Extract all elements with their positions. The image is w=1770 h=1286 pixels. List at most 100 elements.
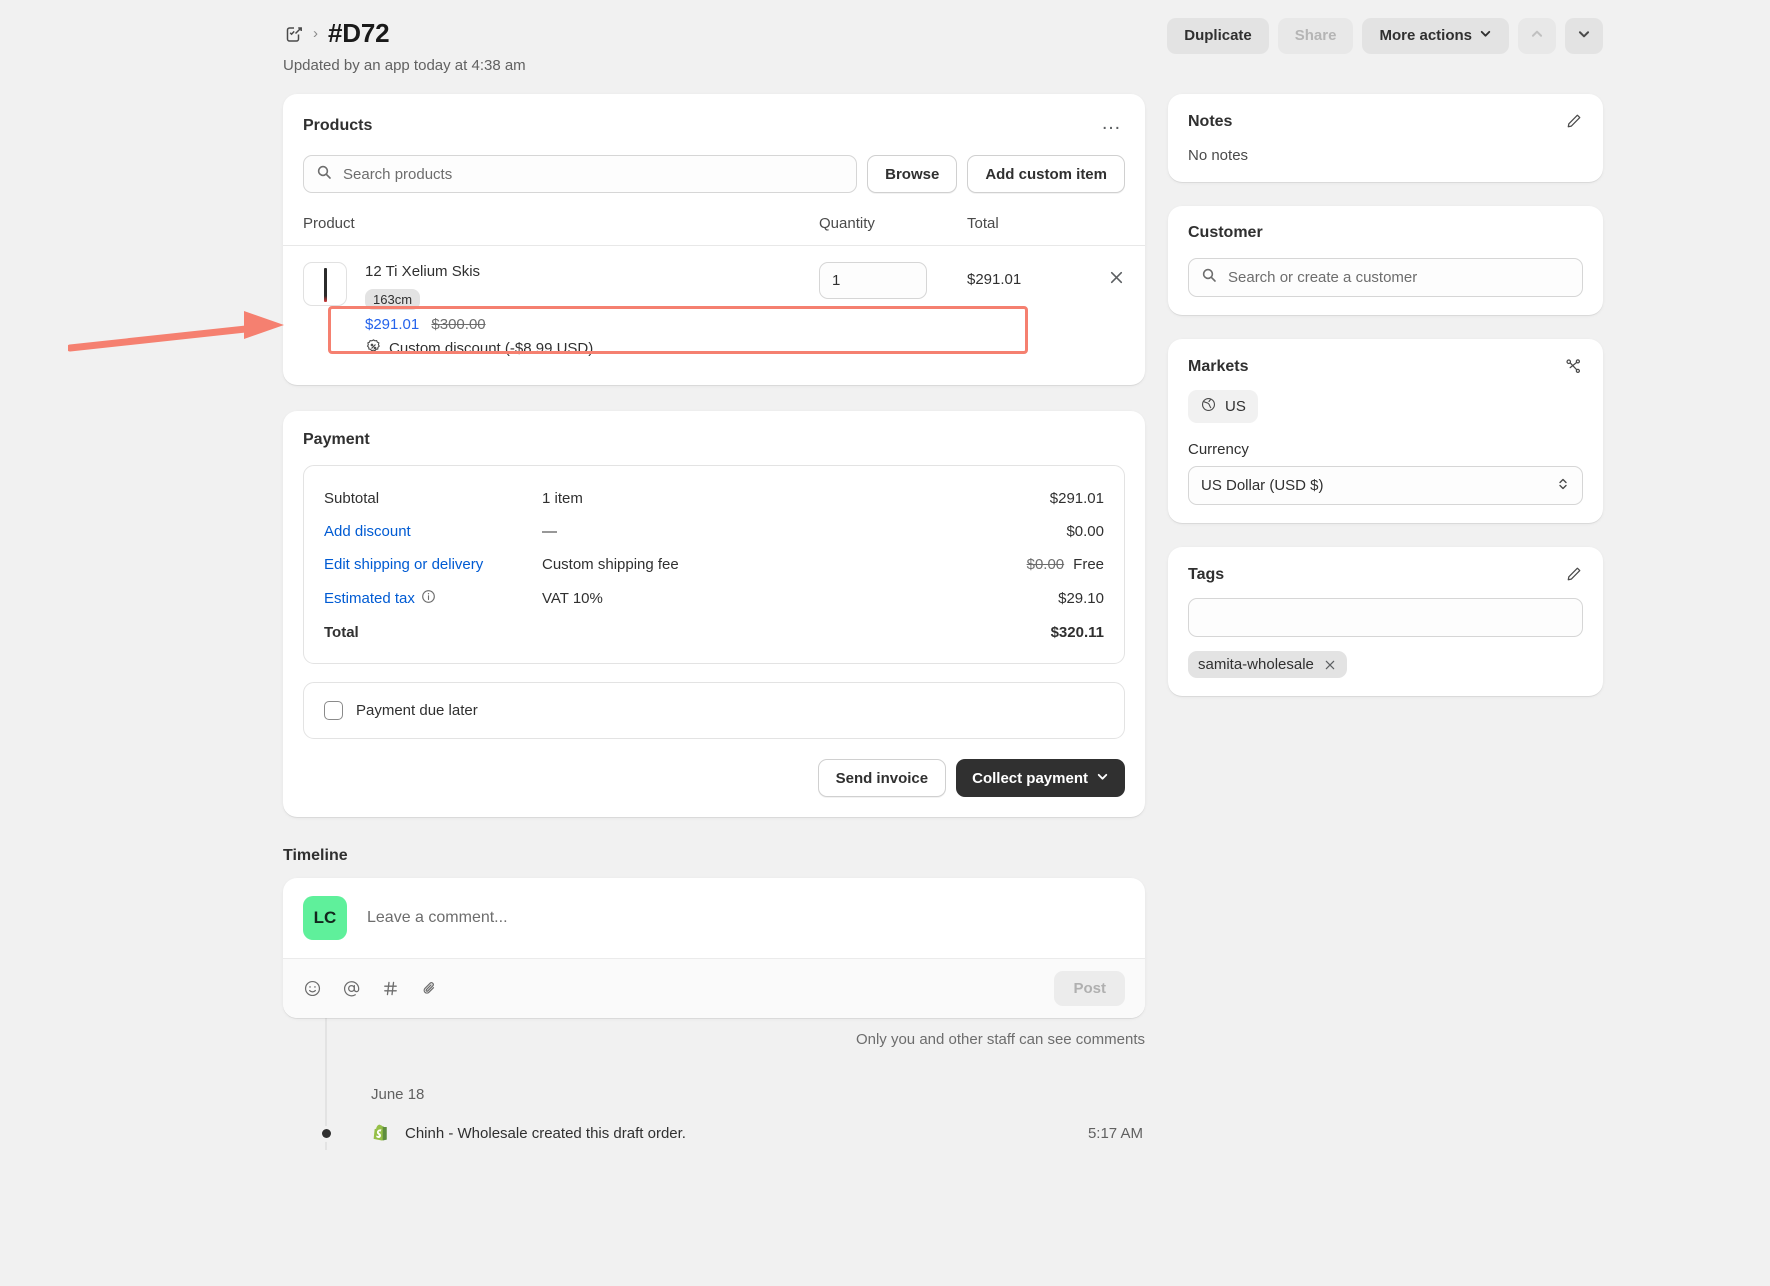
close-icon[interactable]: [1323, 658, 1337, 672]
avatar: LC: [303, 896, 347, 940]
search-input[interactable]: [341, 164, 845, 184]
shipping-amount-free: Free: [1073, 556, 1104, 573]
subtotal-desc: 1 item: [542, 490, 583, 507]
notes-empty-text: No notes: [1188, 147, 1249, 164]
shopify-icon: [371, 1123, 397, 1144]
estimated-tax-label: Estimated tax: [324, 590, 415, 607]
browse-button[interactable]: Browse: [867, 155, 958, 193]
divider: [283, 245, 1145, 246]
quantity-cell: [819, 262, 967, 299]
timeline-event-text: Chinh - Wholesale created this draft ord…: [405, 1125, 686, 1142]
chevron-up-icon: [1530, 27, 1544, 46]
line-total: $291.01: [967, 271, 1022, 288]
markets-title: Markets: [1188, 357, 1249, 375]
custom-discount-row[interactable]: Custom discount (-$8.99 USD): [365, 338, 819, 359]
globe-icon: [1200, 396, 1217, 417]
payment-title: Payment: [303, 431, 370, 448]
customer-card: Customer: [1168, 206, 1603, 315]
notes-card: Notes No notes: [1168, 94, 1603, 182]
custom-discount-label: Custom discount (-$8.99 USD): [389, 340, 594, 357]
annotation-arrow: [68, 311, 284, 352]
product-name[interactable]: 12 Ti Xelium Skis: [365, 263, 481, 280]
mention-icon[interactable]: [342, 979, 361, 998]
search-icon: [1201, 267, 1217, 288]
payment-card: Payment Subtotal 1 item $291.01 Add disc…: [283, 411, 1145, 817]
send-invoice-button[interactable]: Send invoice: [817, 759, 947, 797]
customer-search-input[interactable]: [1226, 268, 1570, 287]
variant-badge: 163cm: [365, 289, 421, 310]
remove-line-item-button[interactable]: [1085, 262, 1125, 291]
staff-visibility-note: Only you and other staff can see comment…: [855, 1031, 1145, 1048]
tags-card: Tags samita-wholesale: [1168, 547, 1603, 696]
table-row: 12 Ti Xelium Skis 163cm $291.01 $300.00: [303, 246, 1125, 359]
customer-title: Customer: [1188, 224, 1263, 241]
markets-card: Markets US Currency US Dollar (USD $): [1168, 339, 1603, 523]
share-button[interactable]: Share: [1277, 18, 1354, 54]
tags-input[interactable]: [1188, 598, 1583, 637]
market-pill-us: US: [1188, 390, 1258, 423]
breadcrumb-separator: ›: [313, 25, 318, 42]
previous-order-button[interactable]: [1518, 18, 1556, 54]
currency-select[interactable]: US Dollar (USD $): [1188, 466, 1583, 505]
draft-order-icon[interactable]: [283, 23, 305, 45]
notes-title: Notes: [1188, 112, 1233, 130]
chevron-updown-icon: [1556, 476, 1570, 496]
subtotal-amount: $291.01: [1049, 490, 1104, 507]
shipping-amount-struck: $0.00: [1026, 556, 1065, 573]
currency-value: US Dollar (USD $): [1201, 477, 1324, 494]
currency-label: Currency: [1188, 441, 1249, 458]
post-comment-button[interactable]: Post: [1054, 971, 1125, 1006]
duplicate-button[interactable]: Duplicate: [1167, 18, 1269, 54]
discount-badge-icon: [365, 338, 382, 359]
pencil-icon[interactable]: [1564, 112, 1583, 131]
hashtag-icon[interactable]: [381, 979, 400, 998]
payment-row-discount: Add discount — $0.00: [324, 515, 1104, 548]
search-products-field[interactable]: [303, 155, 858, 193]
comment-input[interactable]: [365, 908, 1125, 928]
quantity-input[interactable]: [819, 262, 927, 299]
customer-search-field[interactable]: [1188, 258, 1583, 297]
estimated-tax-link[interactable]: Estimated tax: [324, 589, 542, 608]
discounted-price: $291.01: [365, 316, 420, 333]
more-actions-label: More actions: [1379, 27, 1472, 44]
shipping-desc: Custom shipping fee: [542, 556, 679, 573]
column-quantity: Quantity: [819, 215, 875, 232]
total-label: Total: [324, 624, 359, 641]
page-title: #D72: [328, 18, 390, 48]
sidebar: Notes No notes Customer Markets: [1168, 94, 1603, 720]
info-icon[interactable]: [421, 589, 436, 608]
payment-row-subtotal: Subtotal 1 item $291.01: [324, 482, 1104, 515]
chevron-down-icon: [1577, 27, 1591, 46]
payment-actions: Send invoice Collect payment: [303, 759, 1125, 797]
chevron-down-icon: [1096, 770, 1109, 787]
add-custom-item-button[interactable]: Add custom item: [967, 155, 1125, 193]
search-icon: [316, 164, 332, 185]
products-card: Products … Browse Add custom item Produc…: [283, 94, 1145, 385]
emoji-icon[interactable]: [303, 979, 322, 998]
add-discount-link[interactable]: Add discount: [324, 523, 411, 540]
page-header: › #D72 Updated by an app today at 4:38 a…: [283, 18, 1603, 74]
subtotal-label: Subtotal: [324, 490, 380, 507]
pencil-icon[interactable]: [1564, 565, 1583, 584]
main-column: Products … Browse Add custom item Produc…: [283, 94, 1145, 1150]
payment-due-later-row[interactable]: Payment due later: [303, 682, 1125, 739]
tax-amount: $29.10: [1058, 590, 1104, 607]
edit-shipping-link[interactable]: Edit shipping or delivery: [324, 556, 484, 573]
timeline-section: Timeline LC: [283, 847, 1145, 1150]
markets-icon[interactable]: [1564, 357, 1583, 376]
payment-summary: Subtotal 1 item $291.01 Add discount — $…: [303, 465, 1125, 664]
products-more-icon[interactable]: …: [1101, 112, 1123, 134]
timeline-title: Timeline: [283, 847, 348, 864]
collect-payment-button[interactable]: Collect payment: [956, 759, 1125, 797]
shipping-amount: $0.00 Free: [984, 556, 1104, 573]
next-order-button[interactable]: [1565, 18, 1603, 54]
payment-due-later-checkbox[interactable]: [324, 701, 343, 720]
attachment-icon[interactable]: [420, 979, 439, 998]
more-actions-button[interactable]: More actions: [1362, 18, 1509, 54]
total-amount: $320.11: [1050, 624, 1104, 641]
tax-desc: VAT 10%: [542, 590, 603, 607]
market-label: US: [1225, 398, 1246, 415]
products-title: Products: [303, 117, 373, 134]
tag-label: samita-wholesale: [1198, 656, 1314, 673]
